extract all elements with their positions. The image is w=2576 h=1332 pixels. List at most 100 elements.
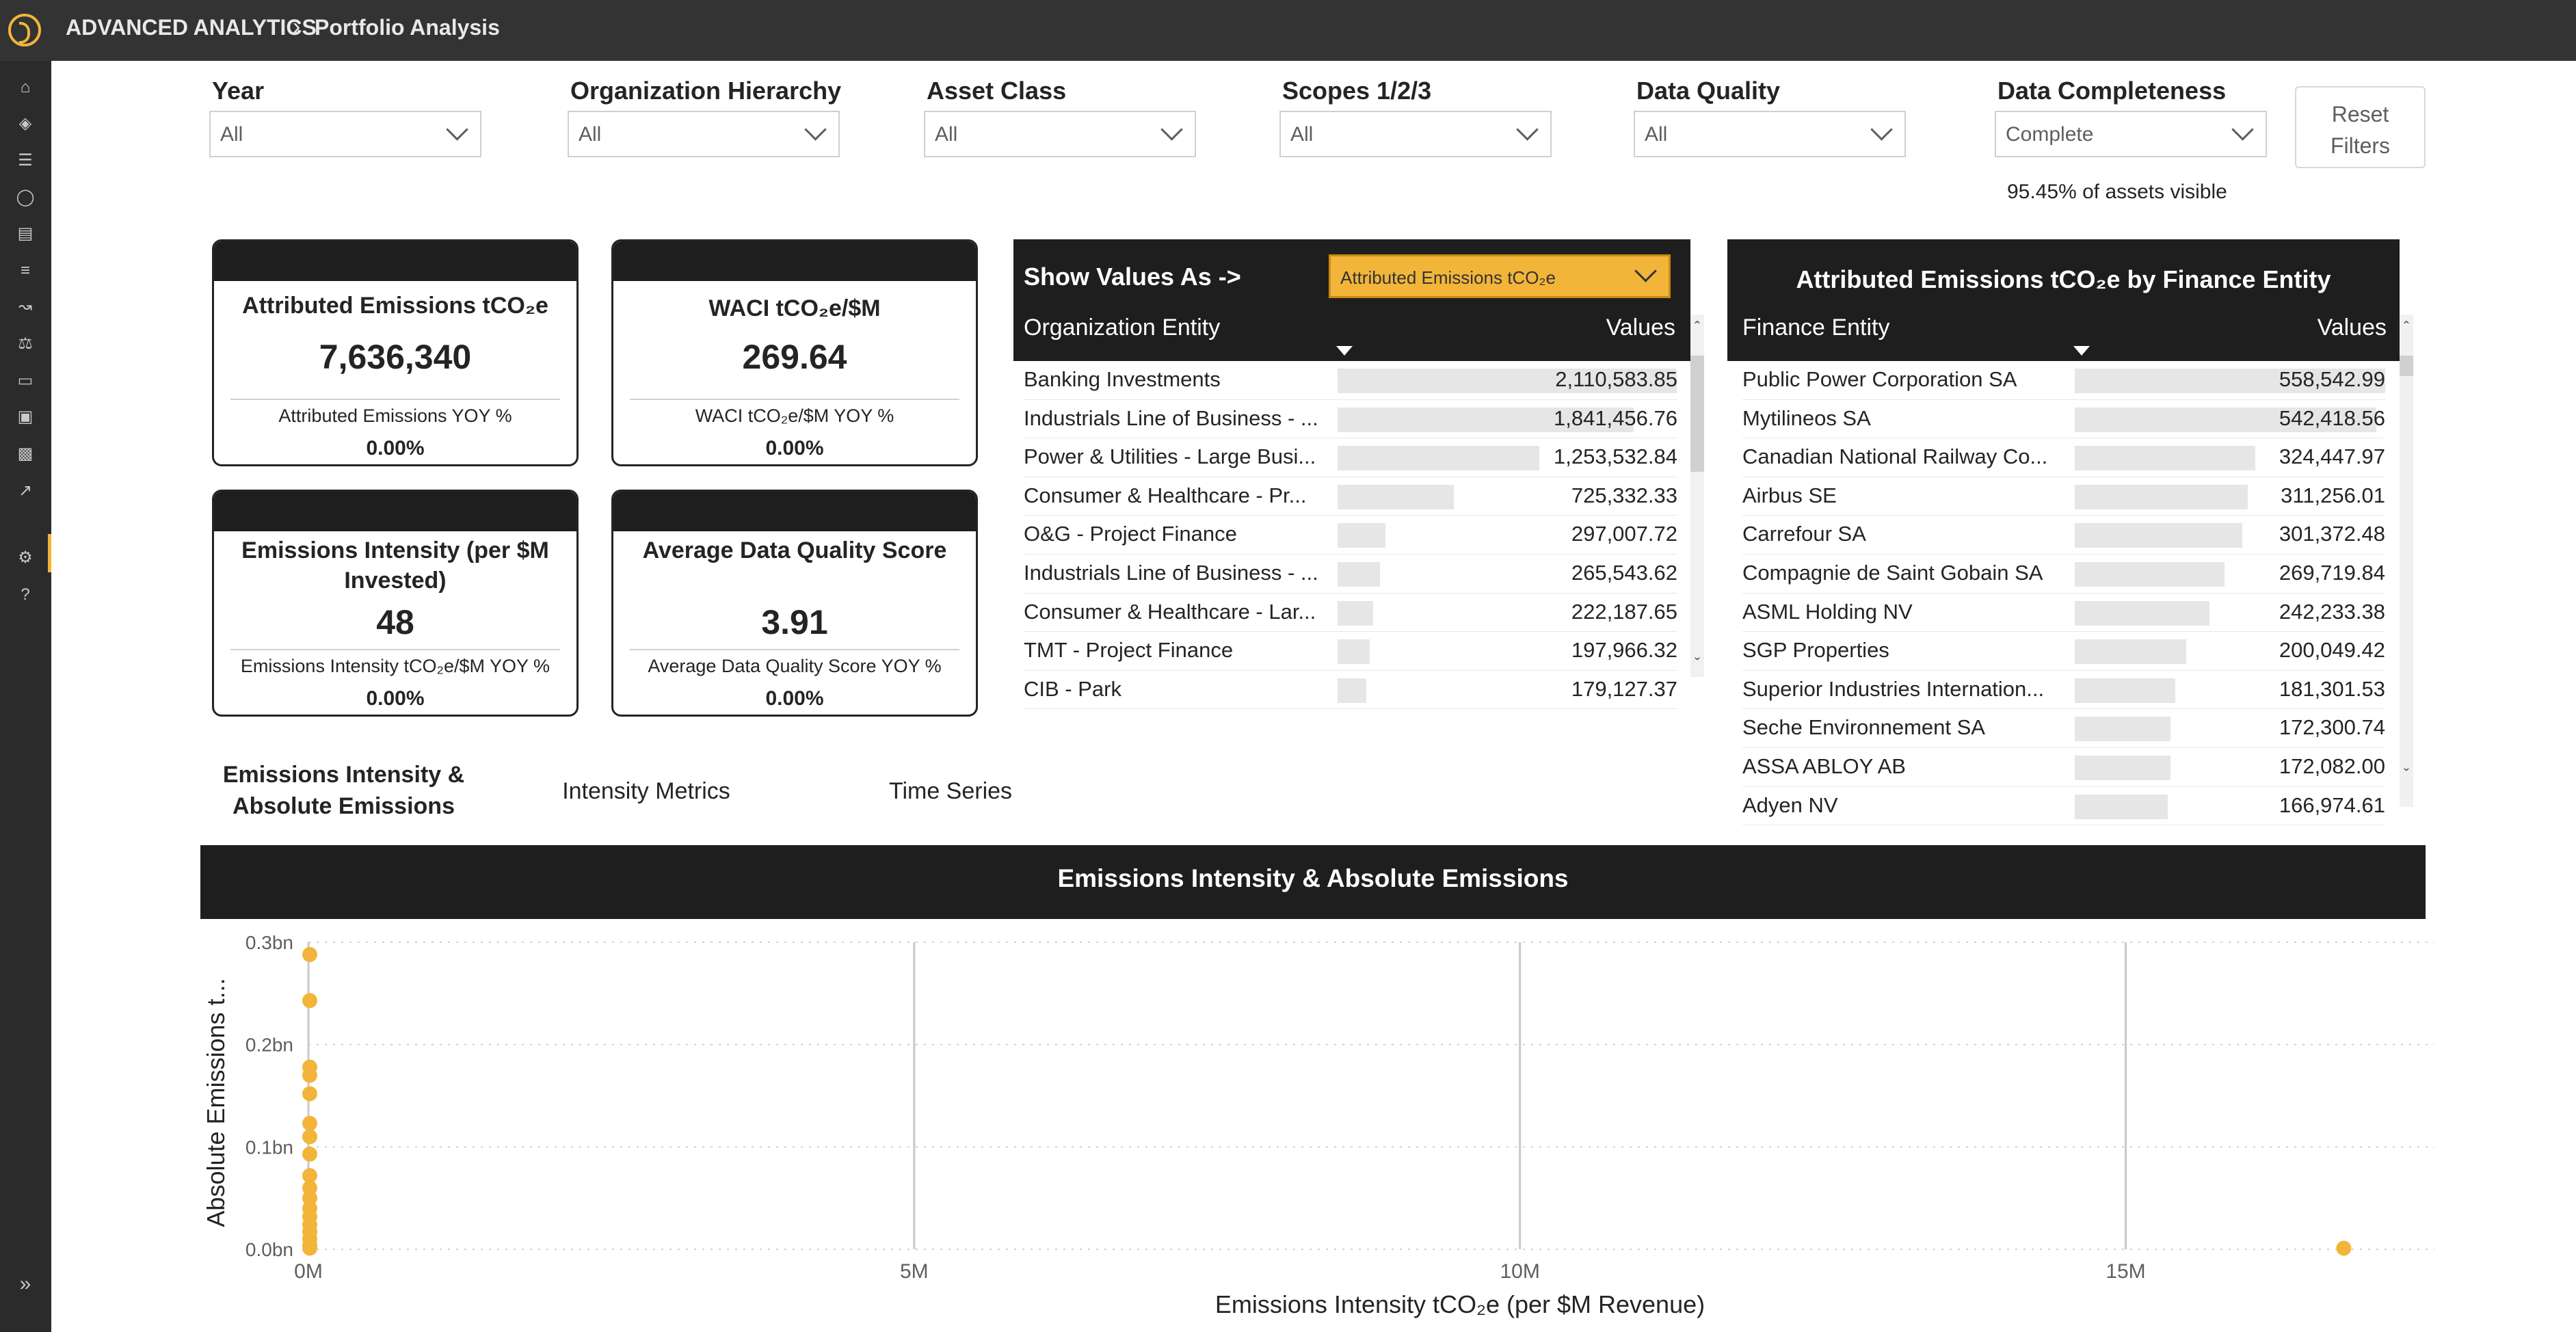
tab-time-series[interactable]: Time Series bbox=[888, 778, 1013, 804]
fin-row-name[interactable]: Canadian National Railway Co... bbox=[1742, 444, 2048, 469]
org-row-value: 2,110,583.85 bbox=[1555, 367, 1677, 391]
scroll-up-icon[interactable]: ˆ bbox=[2404, 319, 2409, 337]
fin-col-name-header[interactable]: Finance Entity bbox=[1742, 315, 1890, 341]
filter-data-completeness-value: Complete bbox=[2006, 123, 2094, 146]
kpi-title: WACI tCO₂e/$M bbox=[708, 295, 881, 321]
filter-scopes-select[interactable]: All bbox=[1279, 111, 1552, 157]
fin-row-name[interactable]: Carrefour SA bbox=[1742, 522, 1866, 546]
fin-table-title: Attributed Emissions tCO₂e by Finance En… bbox=[1796, 265, 2331, 293]
kpi-yoy-value: 0.00% bbox=[366, 437, 425, 459]
org-row-bar bbox=[1338, 639, 1370, 665]
org-row-name[interactable]: Industrials Line of Business - ... bbox=[1024, 405, 1318, 430]
filter-year-select[interactable]: All bbox=[209, 111, 481, 157]
filter-org-hierarchy-value: All bbox=[579, 123, 602, 146]
scatter-point[interactable] bbox=[302, 1168, 317, 1184]
scatter-point[interactable] bbox=[302, 993, 317, 1009]
scatter-point[interactable] bbox=[302, 1240, 317, 1256]
show-values-dropdown[interactable]: Attributed Emissions tCO₂e bbox=[1329, 254, 1671, 298]
org-col-values-header[interactable]: Values bbox=[1606, 315, 1675, 341]
top-bar: ADVANCED ANALYTICS › Portfolio Analysis bbox=[0, 0, 2576, 61]
org-row-name[interactable]: Industrials Line of Business - ... bbox=[1024, 561, 1318, 585]
scatter-point[interactable] bbox=[302, 1067, 317, 1083]
fin-row-value: 200,049.42 bbox=[2279, 638, 2385, 663]
org-row-value: 1,253,532.84 bbox=[1553, 444, 1677, 469]
settings-icon[interactable]: ⚙ bbox=[18, 548, 33, 567]
scatter-point[interactable] bbox=[302, 1129, 317, 1145]
org-row-name[interactable]: Power & Utilities - Large Busi... bbox=[1024, 444, 1316, 469]
filter-scopes-value: All bbox=[1290, 123, 1314, 146]
fin-row-name[interactable]: ASSA ABLOY AB bbox=[1742, 754, 1906, 778]
scatter-point[interactable] bbox=[2336, 1240, 2352, 1256]
sort-desc-icon[interactable] bbox=[1336, 346, 1353, 356]
breadcrumb-app[interactable]: ADVANCED ANALYTICS bbox=[66, 15, 317, 40]
scroll-down-icon[interactable]: ˇ bbox=[2404, 766, 2409, 784]
org-row-divider bbox=[1024, 592, 1677, 594]
tab-intensity-metrics[interactable]: Intensity Metrics bbox=[562, 778, 730, 804]
scatter-point[interactable] bbox=[302, 1115, 317, 1131]
line-chart-icon[interactable]: ↝ bbox=[18, 297, 33, 316]
sort-desc-icon[interactable] bbox=[2073, 346, 2090, 356]
org-row-name[interactable]: Banking Investments bbox=[1024, 367, 1221, 391]
fin-row-name[interactable]: SGP Properties bbox=[1742, 638, 1889, 663]
fin-row-bar bbox=[2075, 678, 2176, 703]
org-row-name[interactable]: O&G - Project Finance bbox=[1024, 522, 1237, 546]
lightbulb-icon[interactable]: ◯ bbox=[16, 188, 35, 207]
chevron-down-icon bbox=[804, 118, 827, 141]
fin-table-scroll-thumb[interactable] bbox=[2400, 356, 2413, 376]
app-logo-icon[interactable] bbox=[8, 14, 41, 46]
divider bbox=[630, 399, 959, 400]
fin-row-name[interactable]: Seche Environnement SA bbox=[1742, 715, 1985, 740]
balance-icon[interactable]: ⚖ bbox=[18, 334, 33, 353]
org-row-bar bbox=[1338, 562, 1381, 587]
card-icon[interactable]: ▭ bbox=[17, 371, 34, 390]
fin-row-value: 542,418.56 bbox=[2279, 405, 2385, 430]
compass-icon[interactable]: ◈ bbox=[18, 114, 32, 133]
scatter-point[interactable] bbox=[302, 1146, 317, 1162]
card-header-band bbox=[613, 492, 976, 531]
report-icon[interactable]: ▣ bbox=[17, 408, 34, 426]
list-icon[interactable]: ≡ bbox=[20, 261, 30, 280]
filter-data-completeness-select[interactable]: Complete bbox=[1995, 111, 2267, 157]
org-row-divider bbox=[1024, 708, 1677, 710]
org-row-name[interactable]: Consumer & Healthcare - Lar... bbox=[1024, 599, 1316, 624]
fin-row-name[interactable]: ASML Holding NV bbox=[1742, 599, 1913, 624]
analytics-icon[interactable]: ↗ bbox=[18, 481, 33, 500]
fin-table-scrollbar[interactable] bbox=[2400, 315, 2413, 807]
layers-icon[interactable]: ☰ bbox=[18, 151, 33, 170]
org-table-scroll-thumb[interactable] bbox=[1690, 356, 1704, 472]
home-icon[interactable]: ⌂ bbox=[20, 78, 31, 96]
fin-col-values-header[interactable]: Values bbox=[2317, 315, 2387, 341]
fin-row-name[interactable]: Airbus SE bbox=[1742, 483, 1837, 507]
scatter-point[interactable] bbox=[302, 946, 317, 962]
help-icon[interactable]: ? bbox=[21, 585, 30, 604]
assets-visible-text: 95.45% of assets visible bbox=[2007, 181, 2227, 203]
filter-asset-class-select[interactable]: All bbox=[924, 111, 1196, 157]
chevron-down-icon bbox=[1516, 118, 1539, 141]
org-row-bar bbox=[1338, 369, 1677, 393]
chevron-down-icon bbox=[1160, 118, 1183, 141]
org-row-name[interactable]: CIB - Park bbox=[1024, 676, 1121, 701]
fin-row-name[interactable]: Adyen NV bbox=[1742, 792, 1838, 817]
kpi-title: Emissions Intensity (per $M Invested) bbox=[241, 537, 549, 594]
filter-org-hierarchy-select[interactable]: All bbox=[568, 111, 840, 157]
tab-emissions-intensity[interactable]: Emissions Intensity & Absolute Emissions bbox=[222, 762, 465, 819]
fin-row-name[interactable]: Superior Industries Internation... bbox=[1742, 676, 2045, 701]
scatter-point[interactable] bbox=[302, 1086, 317, 1102]
org-row-name[interactable]: TMT - Project Finance bbox=[1024, 638, 1234, 663]
org-row-divider bbox=[1024, 554, 1677, 555]
fin-row-name[interactable]: Compagnie de Saint Gobain SA bbox=[1742, 561, 2043, 585]
fin-row-name[interactable]: Public Power Corporation SA bbox=[1742, 367, 2017, 391]
expand-rail-icon[interactable]: » bbox=[19, 1273, 31, 1295]
fin-row-value: 558,542.99 bbox=[2279, 367, 2385, 391]
scatter-chart[interactable]: 0.0bn 0.1bn 0.2bn 0.3bn 0M 5M 10M 15M Emissions … bbox=[198, 923, 2434, 1332]
fin-row-divider bbox=[1742, 669, 2385, 671]
fin-row-name[interactable]: Mytilineos SA bbox=[1742, 405, 1871, 430]
scroll-down-icon[interactable]: ˇ bbox=[1695, 655, 1700, 674]
org-row-name[interactable]: Consumer & Healthcare - Pr... bbox=[1024, 483, 1307, 507]
scroll-up-icon[interactable]: ˆ bbox=[1695, 319, 1700, 337]
org-col-name-header[interactable]: Organization Entity bbox=[1024, 315, 1221, 341]
stack-icon[interactable]: ▩ bbox=[17, 444, 34, 463]
clipboard-icon[interactable]: ▤ bbox=[17, 224, 34, 243]
filter-data-quality-select[interactable]: All bbox=[1634, 111, 1906, 157]
reset-filters-button[interactable]: Reset Filters bbox=[2295, 86, 2426, 168]
